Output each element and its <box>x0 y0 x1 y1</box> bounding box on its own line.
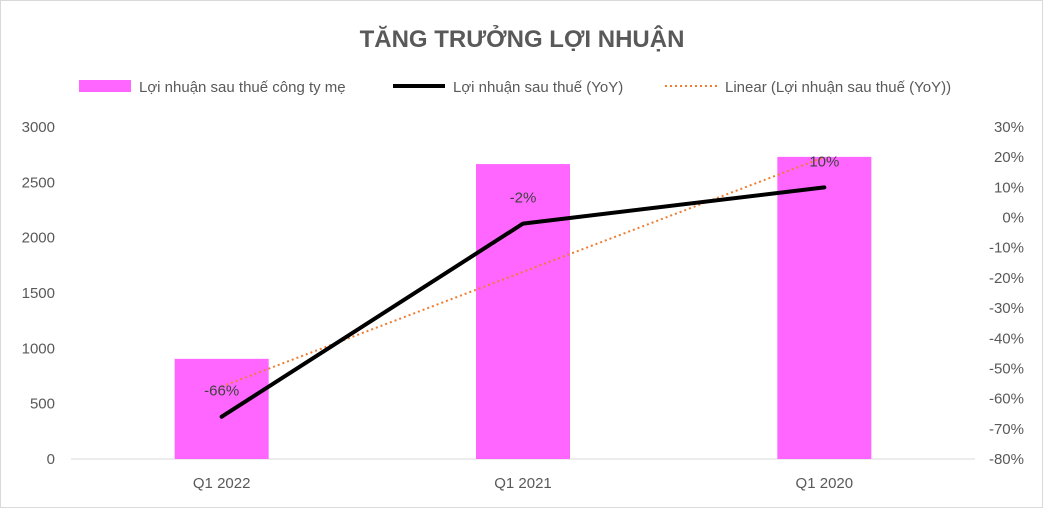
y-left-tick-label: 3000 <box>22 119 55 136</box>
bars-group <box>174 156 872 459</box>
y-left-tick-label: 2000 <box>22 230 55 247</box>
y-right-tick-label: -50% <box>989 360 1024 377</box>
y-right-tick-label: -60% <box>989 391 1024 408</box>
y-left-tick-label: 1000 <box>22 340 55 357</box>
chart-title: TĂNG TRƯỞNG LỢI NHUẬN <box>360 24 685 53</box>
y-right-tick-label: -80% <box>989 451 1024 468</box>
legend-swatch-bar <box>79 80 131 92</box>
y-right-tick-label: -30% <box>989 300 1024 317</box>
y-right-tick-label: -70% <box>989 421 1024 438</box>
x-tick-label: Q1 2021 <box>494 475 552 492</box>
bar-q1-2021 <box>476 164 570 459</box>
y-right-tick-label: 0% <box>1002 210 1024 227</box>
data-label-q1-2022: -66% <box>204 383 239 400</box>
legend-label-trendline: Linear (Lợi nhuận sau thuế (YoY)) <box>725 79 951 96</box>
y-right-tick-label: 20% <box>994 149 1024 166</box>
yoy-line-group <box>219 185 827 419</box>
y-left-tick-label: 500 <box>30 396 55 413</box>
data-label-q1-2021: -2% <box>510 190 537 207</box>
legend-label-line: Lợi nhuận sau thuế (YoY) <box>453 79 623 96</box>
x-tick-label: Q1 2020 <box>796 475 854 492</box>
x-axis-ticks: Q1 2022 Q1 2021 Q1 2020 <box>193 475 853 492</box>
y-right-tick-label: 10% <box>994 179 1024 196</box>
legend: Lợi nhuận sau thuế công ty mẹ Lợi nhuận … <box>79 79 951 96</box>
y-left-tick-label: 2500 <box>22 174 55 191</box>
y-left-tick-label: 1500 <box>22 285 55 302</box>
x-tick-label: Q1 2022 <box>193 475 251 492</box>
y-right-tick-label: -10% <box>989 240 1024 257</box>
y-right-tick-label: -20% <box>989 270 1024 287</box>
bar-q1-2022 <box>174 358 269 459</box>
y-right-tick-label: 30% <box>994 119 1024 136</box>
y-left-tick-label: 0 <box>47 451 55 468</box>
legend-label-bar: Lợi nhuận sau thuế công ty mẹ <box>139 79 346 96</box>
data-label-q1-2020: 10% <box>809 153 839 170</box>
y-right-tick-label: -40% <box>989 330 1024 347</box>
y-axis-right: -80% -70% -60% -50% -40% -30% -20% -10% 0% 10% 20%… <box>989 119 1024 468</box>
bar-q1-2020 <box>777 156 872 459</box>
y-axis-left: 0 500 1000 1500 2000 2500 3000 <box>22 119 55 468</box>
data-labels-group: -66% -2% 10% <box>204 153 839 399</box>
